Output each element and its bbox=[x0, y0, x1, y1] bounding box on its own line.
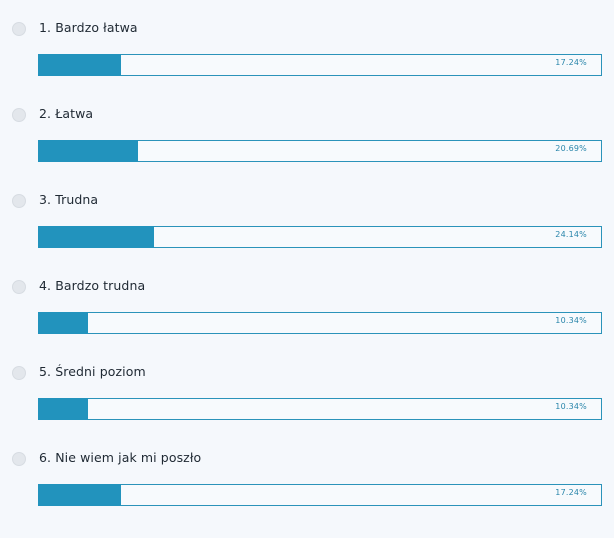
result-bar-fill bbox=[38, 54, 121, 76]
result-percent: 24.14% bbox=[555, 230, 587, 239]
poll-results: 1. Bardzo łatwa 17.24% 2. Łatwa 20.69% 3… bbox=[0, 20, 614, 506]
result-bar-fill bbox=[38, 484, 121, 506]
result-bar-fill bbox=[38, 140, 138, 162]
option-label[interactable]: 2. Łatwa bbox=[39, 106, 94, 121]
option-radio-button[interactable] bbox=[12, 108, 26, 122]
result-bar: 24.14% bbox=[38, 226, 602, 248]
poll-option: 5. Średni poziom 10.34% bbox=[0, 364, 614, 452]
result-percent: 17.24% bbox=[555, 58, 587, 67]
option-label[interactable]: 5. Średni poziom bbox=[39, 364, 146, 379]
option-label[interactable]: 1. Bardzo łatwa bbox=[39, 20, 138, 35]
option-label[interactable]: 6. Nie wiem jak mi poszło bbox=[39, 450, 202, 465]
poll-option: 6. Nie wiem jak mi poszło 17.24% bbox=[0, 450, 614, 538]
poll-option: 3. Trudna 24.14% bbox=[0, 192, 614, 280]
poll-option: 4. Bardzo trudna 10.34% bbox=[0, 278, 614, 366]
result-bar: 10.34% bbox=[38, 398, 602, 420]
result-bar: 17.24% bbox=[38, 484, 602, 506]
option-radio-button[interactable] bbox=[12, 22, 26, 36]
result-bar-fill bbox=[38, 226, 154, 248]
option-radio-button[interactable] bbox=[12, 280, 26, 294]
result-percent: 10.34% bbox=[555, 402, 587, 411]
poll-option: 2. Łatwa 20.69% bbox=[0, 106, 614, 194]
result-bar-fill bbox=[38, 312, 88, 334]
poll-option: 1. Bardzo łatwa 17.24% bbox=[0, 20, 614, 108]
result-bar: 20.69% bbox=[38, 140, 602, 162]
result-bar: 10.34% bbox=[38, 312, 602, 334]
result-percent: 10.34% bbox=[555, 316, 587, 325]
result-bar: 17.24% bbox=[38, 54, 602, 76]
option-label[interactable]: 4. Bardzo trudna bbox=[39, 278, 146, 293]
option-label[interactable]: 3. Trudna bbox=[39, 192, 99, 207]
result-percent: 20.69% bbox=[555, 144, 587, 153]
result-bar-fill bbox=[38, 398, 88, 420]
result-percent: 17.24% bbox=[555, 488, 587, 497]
option-radio-button[interactable] bbox=[12, 194, 26, 208]
option-radio-button[interactable] bbox=[12, 452, 26, 466]
option-radio-button[interactable] bbox=[12, 366, 26, 380]
